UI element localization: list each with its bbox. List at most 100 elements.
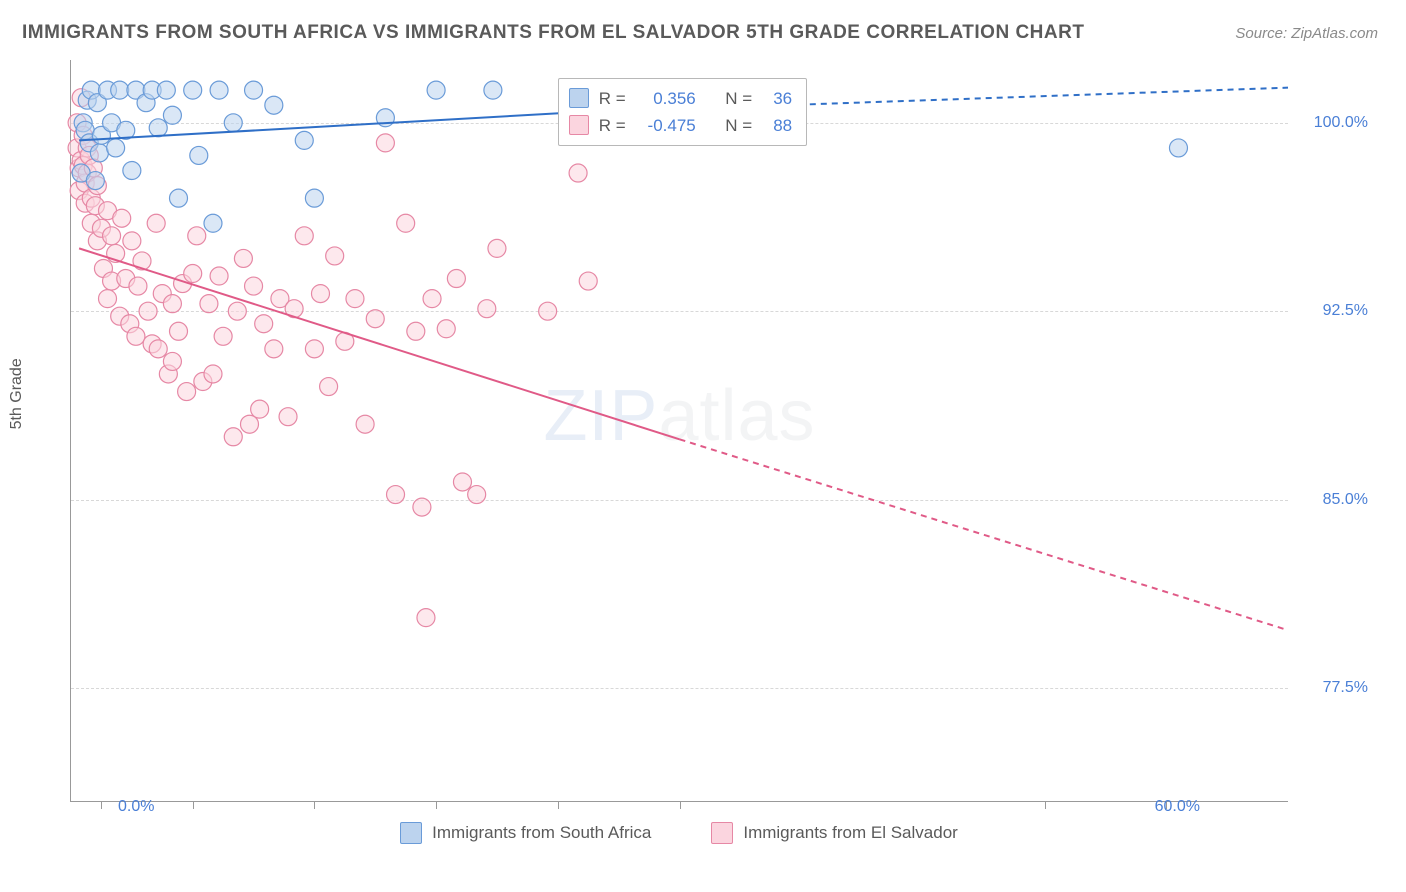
y-tick-label: 85.0% <box>1323 491 1368 509</box>
trend-line <box>680 439 1289 630</box>
data-point <box>484 81 502 99</box>
data-point <box>539 302 557 320</box>
data-point <box>251 400 269 418</box>
data-point <box>387 486 405 504</box>
data-point <box>346 290 364 308</box>
legend-item-b: Immigrants from El Salvador <box>711 822 957 844</box>
data-point <box>295 227 313 245</box>
data-point <box>188 227 206 245</box>
data-point <box>478 300 496 318</box>
data-point <box>413 498 431 516</box>
data-point <box>326 247 344 265</box>
data-point <box>90 144 108 162</box>
x-tick <box>1045 801 1046 809</box>
data-point <box>569 164 587 182</box>
data-point <box>447 270 465 288</box>
r-label: R = <box>599 85 626 112</box>
legend-a-label: Immigrants from South Africa <box>432 823 651 843</box>
chart-title: IMMIGRANTS FROM SOUTH AFRICA VS IMMIGRAN… <box>22 22 1084 44</box>
data-point <box>103 227 121 245</box>
scatter-svg <box>71 60 1288 801</box>
stats-row-b: R = -0.475 N = 88 <box>569 112 792 139</box>
data-point <box>107 139 125 157</box>
data-point <box>1169 139 1187 157</box>
chart-area: 5th Grade ZIPatlas R = 0.356 N = 36 R = … <box>22 60 1378 852</box>
data-point <box>147 214 165 232</box>
data-point <box>170 322 188 340</box>
data-point <box>200 295 218 313</box>
x-tick <box>436 801 437 809</box>
data-point <box>279 408 297 426</box>
x-tick <box>193 801 194 809</box>
data-point <box>157 81 175 99</box>
data-point <box>127 327 145 345</box>
n-label: N = <box>725 85 752 112</box>
data-point <box>305 189 323 207</box>
data-point <box>214 327 232 345</box>
n-label: N = <box>725 112 752 139</box>
data-point <box>224 114 242 132</box>
data-point <box>376 134 394 152</box>
data-point <box>245 277 263 295</box>
data-point <box>190 146 208 164</box>
data-point <box>184 81 202 99</box>
data-point <box>265 340 283 358</box>
data-point <box>228 302 246 320</box>
data-point <box>129 277 147 295</box>
data-point <box>423 290 441 308</box>
data-point <box>111 81 129 99</box>
data-point <box>204 365 222 383</box>
data-point <box>163 352 181 370</box>
data-point <box>417 609 435 627</box>
source-link[interactable]: ZipAtlas.com <box>1291 25 1378 42</box>
plot-region: ZIPatlas R = 0.356 N = 36 R = -0.475 N =… <box>70 60 1288 802</box>
swatch-pink-icon <box>711 822 733 844</box>
data-point <box>437 320 455 338</box>
data-point <box>295 131 313 149</box>
data-point <box>149 119 167 137</box>
data-point <box>139 302 157 320</box>
y-tick-label: 92.5% <box>1323 302 1368 320</box>
data-point <box>356 415 374 433</box>
x-tick <box>558 801 559 809</box>
data-point <box>113 209 131 227</box>
data-point <box>579 272 597 290</box>
r-label: R = <box>599 112 626 139</box>
data-point <box>397 214 415 232</box>
data-point <box>184 265 202 283</box>
data-point <box>99 290 117 308</box>
data-point <box>178 383 196 401</box>
data-point <box>210 267 228 285</box>
data-point <box>163 106 181 124</box>
source-prefix: Source: <box>1235 25 1291 42</box>
data-point <box>149 340 167 358</box>
data-point <box>320 378 338 396</box>
stats-b-n: 88 <box>762 112 792 139</box>
data-point <box>427 81 445 99</box>
x-tick <box>314 801 315 809</box>
data-point <box>305 340 323 358</box>
x-tick <box>680 801 681 809</box>
stats-legend-box: R = 0.356 N = 36 R = -0.475 N = 88 <box>558 78 807 146</box>
stats-b-r: -0.475 <box>636 112 696 139</box>
stats-row-a: R = 0.356 N = 36 <box>569 85 792 112</box>
data-point <box>407 322 425 340</box>
data-point <box>245 81 263 99</box>
y-axis-label: 5th Grade <box>8 358 26 429</box>
bottom-legend: 0.0% Immigrants from South Africa Immigr… <box>70 822 1288 844</box>
data-point <box>311 285 329 303</box>
data-point <box>210 81 228 99</box>
data-point <box>123 232 141 250</box>
legend-item-a: Immigrants from South Africa <box>400 822 651 844</box>
legend-b-label: Immigrants from El Salvador <box>743 823 957 843</box>
data-point <box>265 96 283 114</box>
swatch-pink-icon <box>569 115 589 135</box>
data-point <box>224 428 242 446</box>
y-tick-label: 77.5% <box>1323 679 1368 697</box>
data-point <box>170 189 188 207</box>
data-point <box>204 214 222 232</box>
stats-a-r: 0.356 <box>636 85 696 112</box>
source-attribution: Source: ZipAtlas.com <box>1235 25 1378 42</box>
stats-a-n: 36 <box>762 85 792 112</box>
y-tick-label: 100.0% <box>1314 114 1368 132</box>
